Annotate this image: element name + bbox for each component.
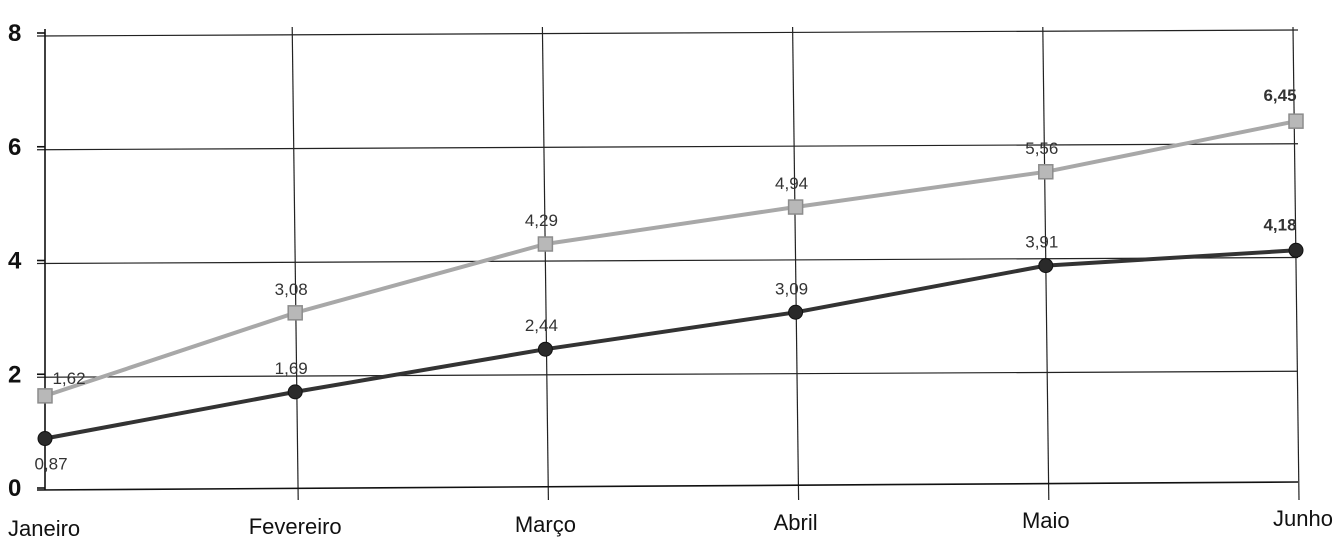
grid-line-horizontal	[36, 256, 1299, 265]
series-line	[44, 248, 1297, 441]
grid-line-vertical	[1292, 26, 1300, 501]
data-label: 4,29	[525, 211, 558, 230]
data-point-square	[287, 305, 303, 321]
data-point-circle	[37, 431, 53, 447]
grid-line-horizontal	[36, 370, 1299, 378]
series-line	[44, 119, 1297, 398]
data-point-square	[787, 199, 804, 215]
data-label: 6,45	[1263, 86, 1296, 105]
data-label: 3,91	[1025, 233, 1058, 252]
data-label: 5,56	[1025, 139, 1058, 158]
x-tick-label: Março	[515, 512, 576, 537]
data-point-circle	[1038, 258, 1054, 274]
grid	[36, 26, 1300, 501]
x-axis-line	[36, 481, 1299, 491]
data-point-circle	[287, 384, 303, 400]
grid-line-vertical	[541, 26, 549, 501]
data-point-square	[537, 236, 554, 252]
data-label: 3,09	[775, 279, 808, 298]
data-label: 2,44	[525, 316, 558, 335]
data-label: 1,62	[52, 369, 85, 388]
x-tick-label: Junho	[1273, 506, 1333, 531]
data-label: 0,87	[34, 455, 67, 474]
y-tick-label: 6	[8, 134, 21, 161]
y-tick-label: 4	[8, 248, 22, 275]
x-tick-label: Abril	[774, 510, 818, 535]
axes: 0 2 4 6 8 Janeiro Fevereiro Março Abril Maio Junho	[8, 20, 1333, 541]
x-tick-label: Janeiro	[8, 516, 80, 541]
y-tick-label: 8	[8, 20, 21, 47]
data-label: 1,69	[275, 359, 308, 378]
data-point-square	[1038, 164, 1054, 180]
data-point-circle	[537, 341, 553, 357]
x-tick-label: Maio	[1022, 508, 1070, 533]
data-point-circle	[1288, 242, 1304, 258]
y-tick-label: 0	[8, 475, 21, 502]
data-label: 4,94	[775, 174, 808, 193]
data-point-square	[1288, 113, 1304, 129]
grid-line-vertical	[291, 26, 299, 501]
data-label: 3,08	[275, 280, 308, 299]
data-labels: 1,62 3,08 4,29 4,94 5,56 6,45 0,87 1,69 2,44 3,09…	[34, 86, 1296, 473]
data-label: 4,18	[1263, 215, 1296, 234]
data-point-square	[37, 388, 53, 404]
series-group	[37, 113, 1304, 447]
y-tick-label: 2	[8, 361, 21, 388]
data-point-circle	[788, 304, 804, 320]
grid-line-horizontal	[36, 143, 1299, 151]
x-tick-label: Fevereiro	[249, 514, 342, 539]
grid-line-vertical	[792, 26, 800, 501]
grid-line-horizontal	[36, 29, 1299, 37]
